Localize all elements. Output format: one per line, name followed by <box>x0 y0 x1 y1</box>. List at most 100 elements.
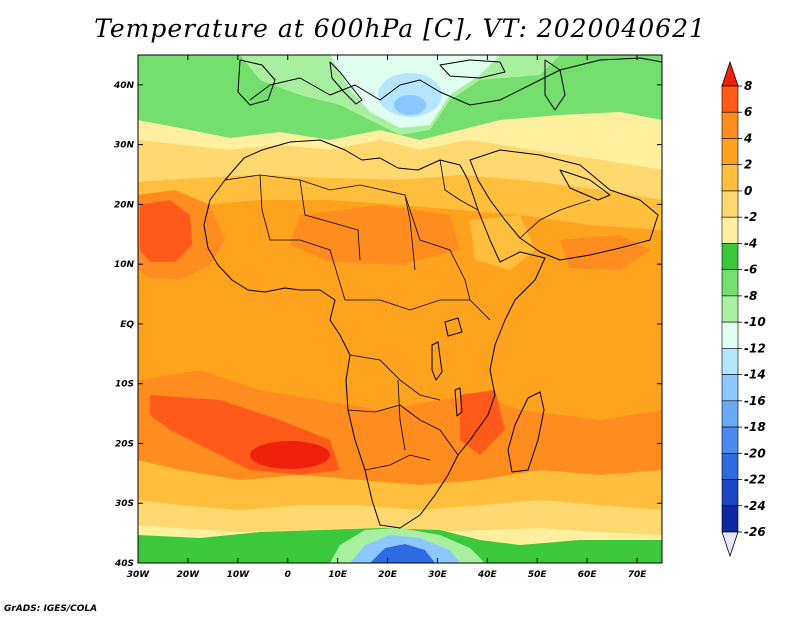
border-line-10 <box>439 159 479 211</box>
lake-tanganyika <box>431 341 443 381</box>
colorbar-swatch <box>721 374 739 402</box>
lat-tick-label: 40S <box>114 559 134 569</box>
colorbar-label: -4 <box>744 236 757 250</box>
lat-tick-label: 10S <box>115 380 134 390</box>
field-north-light-orange <box>138 175 662 230</box>
colorbar-label: -24 <box>744 499 766 513</box>
lon-tick-label: 20W <box>177 570 201 580</box>
lat-tick-label: 10N <box>114 260 135 270</box>
field-sahel-warm <box>290 205 460 265</box>
border-line-2 <box>259 174 346 301</box>
colorbar-swatch <box>721 505 739 533</box>
field-med-core-inner <box>394 95 426 115</box>
colorbar-label: -20 <box>744 446 766 460</box>
colorbar-swatch <box>721 400 739 428</box>
field-south-yellow <box>138 500 662 535</box>
colorbar-swatch <box>721 321 739 349</box>
colorbar-swatch <box>721 452 739 480</box>
colorbar-swatch <box>721 243 739 270</box>
colorbar-label: -6 <box>744 263 757 277</box>
lat-tick-label: 20N <box>114 200 135 210</box>
field-south-light <box>138 460 662 510</box>
border-line-3 <box>299 179 361 261</box>
colorbar-label: -14 <box>744 368 766 382</box>
colorbar-swatch <box>721 295 739 323</box>
chart-title: Temperature at 600hPa [C], VT: 202004062… <box>94 14 706 43</box>
colorbar-top-arrow <box>721 60 739 87</box>
border-line-7 <box>347 404 459 456</box>
lon-tick-label: 30W <box>127 570 151 580</box>
colorbar-label: -8 <box>744 289 757 303</box>
field-south-core <box>250 441 330 469</box>
coastlines <box>203 57 662 529</box>
italy-coastline <box>329 61 363 105</box>
colorbar-swatch <box>721 269 739 297</box>
lon-tick-label: 30E <box>428 570 448 580</box>
colorbar-label: -26 <box>744 525 766 539</box>
colorbar-label: -2 <box>744 210 757 224</box>
lat-tick-label: 30N <box>114 141 135 151</box>
lon-tick-label: 10W <box>227 570 251 580</box>
arabia-coastline <box>469 149 659 261</box>
colorbar-swatch <box>721 426 739 454</box>
europe-coastline <box>249 57 662 106</box>
lon-tick-label: 0 <box>285 570 291 580</box>
colorbar-label: 8 <box>744 79 752 93</box>
border-line-9 <box>397 379 406 451</box>
colorbar-swatch <box>721 85 739 113</box>
colorbar-swatch <box>721 111 739 139</box>
colorbar-label: -18 <box>744 420 766 434</box>
colorbar-swatch <box>721 138 739 166</box>
colorbar-swatch <box>721 348 739 375</box>
border-line-11 <box>519 199 591 239</box>
lon-tick-label: 70E <box>628 570 648 580</box>
lat-tick-label: 40N <box>113 81 135 91</box>
axis-ticks: 30W 20W 10W 0 10E 20E 30E 40E 50E 60E 70E 40N 30N 20N… <box>113 55 662 580</box>
lat-tick-label: EQ <box>120 320 134 330</box>
colorbar-label: -16 <box>744 394 766 408</box>
country-borders <box>224 159 591 471</box>
africa-coastline <box>203 139 546 529</box>
iberia-coastline <box>237 59 276 106</box>
border-line-8 <box>364 454 431 471</box>
border-line-5 <box>345 299 491 321</box>
field-ethiopia-cool <box>470 215 535 270</box>
colorbar-label: -22 <box>744 473 766 487</box>
colorbar-label: 0 <box>744 184 752 198</box>
colorbar-swatch <box>721 190 739 218</box>
lon-tick-label: 10E <box>328 570 348 580</box>
temperature-field <box>138 55 662 563</box>
border-line-4 <box>404 194 471 301</box>
black-sea-coastline <box>439 59 506 79</box>
credit-label: GrADS: IGES/COLA <box>4 604 98 614</box>
lake-victoria <box>444 317 463 337</box>
border-line-1 <box>224 174 416 271</box>
colorbar-swatch <box>721 479 739 507</box>
map-frame <box>137 54 663 564</box>
field-indian-warm <box>560 235 650 270</box>
colorbar-bottom-arrow <box>721 531 739 558</box>
lake-malawi <box>454 387 463 417</box>
colorbar-label: 6 <box>744 105 752 119</box>
colorbar-label: 2 <box>744 158 752 172</box>
lon-tick-label: 50E <box>528 570 548 580</box>
madagascar-coastline <box>507 391 545 473</box>
colorbar-swatch <box>721 216 739 244</box>
border-line-6 <box>349 354 441 401</box>
caspian-coastline <box>544 59 566 111</box>
colorbar-label: 4 <box>743 131 752 145</box>
lat-tick-label: 20S <box>115 439 134 449</box>
field-south-coldest <box>370 544 435 563</box>
lon-tick-label: 40E <box>477 570 498 580</box>
colorbar-label: -10 <box>744 315 766 329</box>
colorbar-swatch <box>721 164 739 192</box>
lon-tick-label: 20E <box>378 570 398 580</box>
colorbar-label: -12 <box>744 341 766 355</box>
lon-tick-label: 60E <box>578 570 598 580</box>
lat-tick-label: 30S <box>115 499 134 509</box>
field-atlantic-hot <box>140 200 192 262</box>
field-north-yellow <box>138 140 662 200</box>
persian-gulf-coastline <box>559 169 611 201</box>
colorbar: 8 6 4 2 0 -2 -4 -6 -8 -10 -12 -14 -16 -18 -20 -22 -24 -26 <box>721 60 766 558</box>
